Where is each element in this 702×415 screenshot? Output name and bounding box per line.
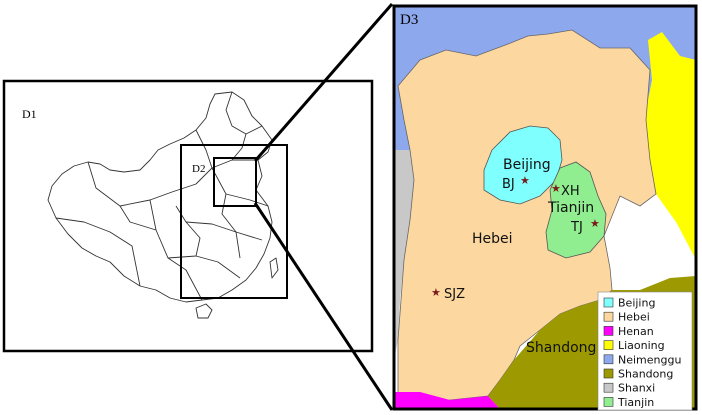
label-hebei: Hebei (472, 231, 513, 247)
d3-domain-frame (392, 4, 698, 411)
region-shanxi (394, 150, 414, 360)
zoom-line-bottom (253, 202, 394, 411)
station-sjz-star-icon: ★ (431, 287, 441, 299)
label-tianjin: Tianjin (547, 200, 594, 216)
legend-swatch (603, 382, 614, 393)
d3-label: D3 (400, 12, 418, 28)
legend-label: Tianjin (617, 396, 654, 409)
label-shandong: Shandong (526, 340, 596, 356)
station-bj-star-icon: ★ (520, 175, 530, 187)
legend-label: Hebei (618, 311, 650, 324)
legend-label: Liaoning (618, 339, 665, 352)
station-xh-star-icon: ★ (551, 183, 561, 195)
region-henan (394, 392, 500, 409)
legend-swatch (603, 340, 614, 350)
legend-label: Shanxi (618, 382, 655, 395)
region-bohai-sea (604, 196, 696, 290)
legend-swatch (603, 326, 614, 336)
legend-swatch (603, 354, 614, 365)
d1-domain-frame (2, 79, 374, 353)
d1-label: D1 (22, 107, 37, 121)
label-bj: BJ (502, 177, 515, 192)
legend-label: Shandong (618, 368, 673, 381)
taiwan-island (269, 257, 279, 279)
legend-label: Beijing (618, 297, 655, 310)
legend-label: Henan (618, 325, 654, 338)
station-tj-star-icon: ★ (590, 218, 600, 230)
legend-swatch (603, 368, 614, 379)
china-border (47, 91, 273, 303)
legend-box (597, 291, 693, 411)
zoom-line-top (253, 3, 394, 162)
label-xh: XH (561, 184, 580, 199)
d2-domain-frame (180, 144, 288, 299)
region-liaoning (644, 32, 696, 260)
label-sjz: SJZ (444, 287, 465, 302)
hainan-island (195, 303, 213, 319)
region-tianjin (545, 161, 607, 259)
d3-zoom-panel: D3 Beijing BJ XH Tianjin TJ Hebei SJZ Sh… (392, 4, 698, 411)
d2-label: D2 (192, 163, 205, 175)
d3-domain-frame-small (213, 157, 257, 207)
legend-swatch (603, 311, 614, 322)
legend-swatch (603, 297, 614, 308)
legend-swatch (603, 397, 614, 407)
label-beijing: Beijing (503, 157, 551, 173)
label-tj: TJ (570, 220, 583, 235)
legend-label: Neimenggu (618, 353, 681, 366)
